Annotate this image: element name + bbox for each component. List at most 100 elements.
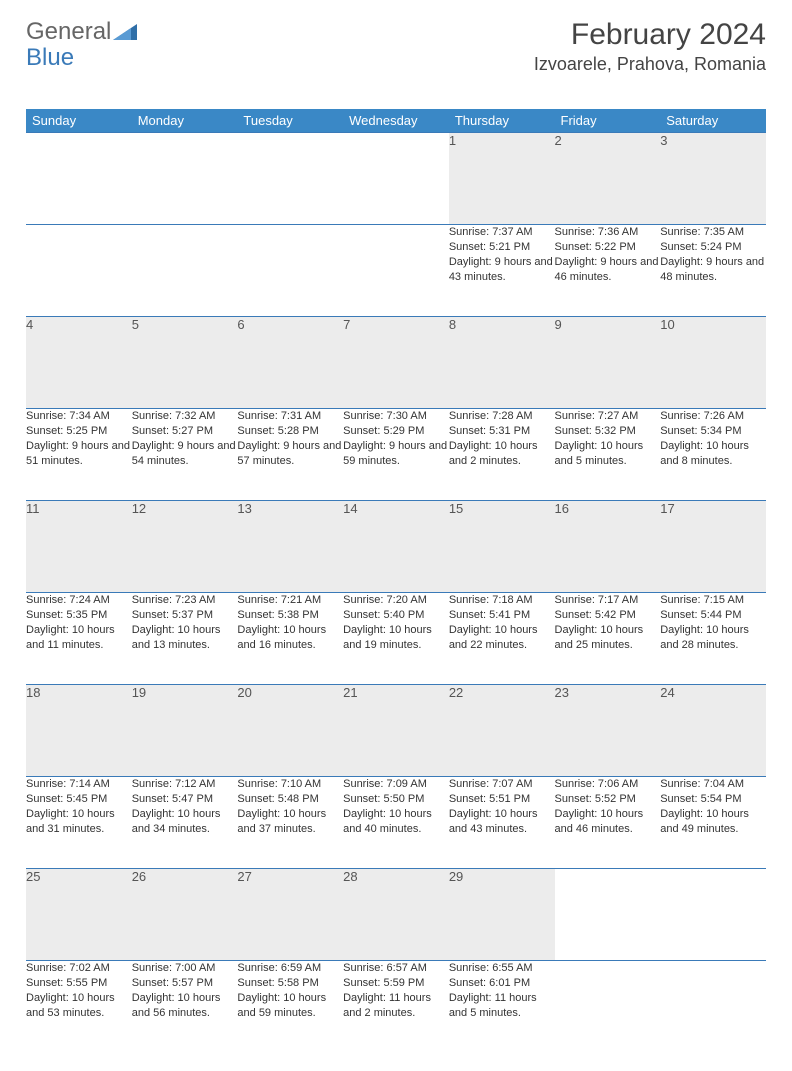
sunrise-line: Sunrise: 7:28 AM — [449, 409, 555, 424]
empty-cell — [660, 869, 766, 961]
day-number: 16 — [555, 501, 661, 593]
day-detail: Sunrise: 7:24 AMSunset: 5:35 PMDaylight:… — [26, 593, 132, 685]
sunrise-line: Sunrise: 7:34 AM — [26, 409, 132, 424]
sunset-line: Sunset: 5:45 PM — [26, 792, 132, 807]
sunset-line: Sunset: 5:22 PM — [555, 240, 661, 255]
sunset-line: Sunset: 5:48 PM — [237, 792, 343, 807]
sunset-line: Sunset: 5:28 PM — [237, 424, 343, 439]
sunset-line: Sunset: 5:44 PM — [660, 608, 766, 623]
day-number: 4 — [26, 317, 132, 409]
daylight-line: Daylight: 10 hours and 25 minutes. — [555, 623, 661, 653]
header: General February 2024 Izvoarele, Prahova… — [26, 18, 766, 75]
empty-cell — [132, 225, 238, 317]
day-number: 6 — [237, 317, 343, 409]
sunrise-line: Sunrise: 6:57 AM — [343, 961, 449, 976]
sunset-line: Sunset: 5:52 PM — [555, 792, 661, 807]
logo-text-blue: Blue — [26, 44, 74, 72]
daynum-row: 11121314151617 — [26, 501, 766, 593]
sunrise-line: Sunrise: 7:04 AM — [660, 777, 766, 792]
detail-row: Sunrise: 7:14 AMSunset: 5:45 PMDaylight:… — [26, 777, 766, 869]
daylight-line: Daylight: 10 hours and 49 minutes. — [660, 807, 766, 837]
day-detail: Sunrise: 7:17 AMSunset: 5:42 PMDaylight:… — [555, 593, 661, 685]
day-detail: Sunrise: 7:31 AMSunset: 5:28 PMDaylight:… — [237, 409, 343, 501]
day-number: 7 — [343, 317, 449, 409]
day-number: 2 — [555, 133, 661, 225]
empty-cell — [26, 133, 132, 225]
weekday-header: Saturday — [660, 109, 766, 133]
day-detail: Sunrise: 7:15 AMSunset: 5:44 PMDaylight:… — [660, 593, 766, 685]
daylight-line: Daylight: 10 hours and 56 minutes. — [132, 991, 238, 1021]
day-detail: Sunrise: 6:57 AMSunset: 5:59 PMDaylight:… — [343, 961, 449, 1053]
day-detail: Sunrise: 7:07 AMSunset: 5:51 PMDaylight:… — [449, 777, 555, 869]
day-detail: Sunrise: 7:32 AMSunset: 5:27 PMDaylight:… — [132, 409, 238, 501]
sunset-line: Sunset: 5:42 PM — [555, 608, 661, 623]
sunrise-line: Sunrise: 7:36 AM — [555, 225, 661, 240]
sunset-line: Sunset: 5:51 PM — [449, 792, 555, 807]
daylight-line: Daylight: 10 hours and 2 minutes. — [449, 439, 555, 469]
day-detail: Sunrise: 7:04 AMSunset: 5:54 PMDaylight:… — [660, 777, 766, 869]
day-number: 19 — [132, 685, 238, 777]
day-detail: Sunrise: 7:10 AMSunset: 5:48 PMDaylight:… — [237, 777, 343, 869]
sunset-line: Sunset: 6:01 PM — [449, 976, 555, 991]
day-detail: Sunrise: 7:30 AMSunset: 5:29 PMDaylight:… — [343, 409, 449, 501]
sunrise-line: Sunrise: 7:15 AM — [660, 593, 766, 608]
daylight-line: Daylight: 10 hours and 11 minutes. — [26, 623, 132, 653]
daylight-line: Daylight: 10 hours and 31 minutes. — [26, 807, 132, 837]
day-detail: Sunrise: 7:36 AMSunset: 5:22 PMDaylight:… — [555, 225, 661, 317]
day-detail: Sunrise: 7:27 AMSunset: 5:32 PMDaylight:… — [555, 409, 661, 501]
day-detail: Sunrise: 7:06 AMSunset: 5:52 PMDaylight:… — [555, 777, 661, 869]
sunrise-line: Sunrise: 7:10 AM — [237, 777, 343, 792]
daylight-line: Daylight: 11 hours and 2 minutes. — [343, 991, 449, 1021]
day-number: 11 — [26, 501, 132, 593]
day-number: 13 — [237, 501, 343, 593]
daylight-line: Daylight: 10 hours and 46 minutes. — [555, 807, 661, 837]
page-title: February 2024 — [534, 18, 766, 52]
daylight-line: Daylight: 10 hours and 34 minutes. — [132, 807, 238, 837]
sunrise-line: Sunrise: 7:06 AM — [555, 777, 661, 792]
sunset-line: Sunset: 5:25 PM — [26, 424, 132, 439]
day-detail: Sunrise: 7:28 AMSunset: 5:31 PMDaylight:… — [449, 409, 555, 501]
sunset-line: Sunset: 5:29 PM — [343, 424, 449, 439]
logo-triangle-icon — [113, 22, 139, 42]
day-detail: Sunrise: 7:37 AMSunset: 5:21 PMDaylight:… — [449, 225, 555, 317]
day-number: 12 — [132, 501, 238, 593]
sunset-line: Sunset: 5:57 PM — [132, 976, 238, 991]
sunset-line: Sunset: 5:27 PM — [132, 424, 238, 439]
sunrise-line: Sunrise: 6:55 AM — [449, 961, 555, 976]
daylight-line: Daylight: 9 hours and 51 minutes. — [26, 439, 132, 469]
sunset-line: Sunset: 5:31 PM — [449, 424, 555, 439]
daylight-line: Daylight: 10 hours and 19 minutes. — [343, 623, 449, 653]
day-detail: Sunrise: 7:21 AMSunset: 5:38 PMDaylight:… — [237, 593, 343, 685]
sunset-line: Sunset: 5:59 PM — [343, 976, 449, 991]
day-number: 17 — [660, 501, 766, 593]
empty-cell — [660, 961, 766, 1053]
day-number: 21 — [343, 685, 449, 777]
sunrise-line: Sunrise: 7:12 AM — [132, 777, 238, 792]
daylight-line: Daylight: 10 hours and 43 minutes. — [449, 807, 555, 837]
sunrise-line: Sunrise: 7:21 AM — [237, 593, 343, 608]
sunrise-line: Sunrise: 7:32 AM — [132, 409, 238, 424]
weekday-header: Wednesday — [343, 109, 449, 133]
sunrise-line: Sunrise: 7:00 AM — [132, 961, 238, 976]
daylight-line: Daylight: 10 hours and 22 minutes. — [449, 623, 555, 653]
daylight-line: Daylight: 10 hours and 5 minutes. — [555, 439, 661, 469]
empty-cell — [343, 133, 449, 225]
sunrise-line: Sunrise: 7:24 AM — [26, 593, 132, 608]
sunset-line: Sunset: 5:38 PM — [237, 608, 343, 623]
sunset-line: Sunset: 5:37 PM — [132, 608, 238, 623]
sunrise-line: Sunrise: 7:35 AM — [660, 225, 766, 240]
daylight-line: Daylight: 11 hours and 5 minutes. — [449, 991, 555, 1021]
daylight-line: Daylight: 10 hours and 53 minutes. — [26, 991, 132, 1021]
weekday-header: Tuesday — [237, 109, 343, 133]
day-detail: Sunrise: 7:02 AMSunset: 5:55 PMDaylight:… — [26, 961, 132, 1053]
sunset-line: Sunset: 5:34 PM — [660, 424, 766, 439]
sunset-line: Sunset: 5:24 PM — [660, 240, 766, 255]
day-number: 9 — [555, 317, 661, 409]
daynum-row: 45678910 — [26, 317, 766, 409]
day-detail: Sunrise: 7:34 AMSunset: 5:25 PMDaylight:… — [26, 409, 132, 501]
day-number: 15 — [449, 501, 555, 593]
day-detail: Sunrise: 7:26 AMSunset: 5:34 PMDaylight:… — [660, 409, 766, 501]
daylight-line: Daylight: 10 hours and 13 minutes. — [132, 623, 238, 653]
daylight-line: Daylight: 10 hours and 28 minutes. — [660, 623, 766, 653]
daylight-line: Daylight: 10 hours and 40 minutes. — [343, 807, 449, 837]
